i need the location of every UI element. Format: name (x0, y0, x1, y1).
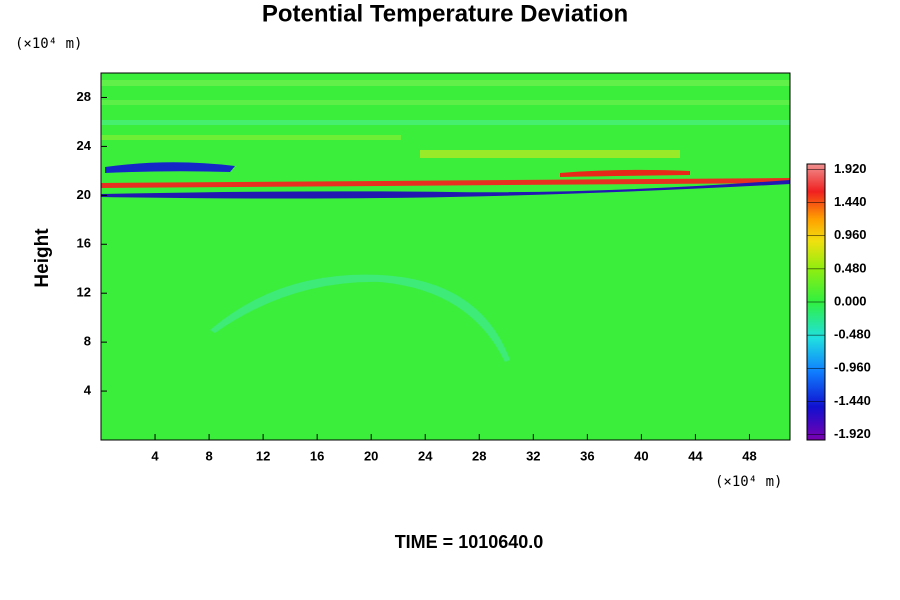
y-tick-label: 8 (84, 334, 91, 349)
y-tick-label: 28 (77, 89, 91, 104)
x-tick-label: 32 (526, 448, 540, 463)
colorbar-tick-label: 1.920 (834, 161, 867, 176)
x-tick-label: 20 (364, 448, 378, 463)
y-tick-label: 12 (77, 285, 91, 300)
x-tick-label: 4 (151, 448, 159, 463)
colorbar-tick-label: -1.440 (834, 393, 871, 408)
colorbar-tick-label: -0.960 (834, 360, 871, 375)
y-tick-label: 24 (77, 138, 92, 153)
x-tick-label: 44 (688, 448, 703, 463)
colorbar-tick-label: 1.440 (834, 194, 867, 209)
colorbar-tick-label: 0.480 (834, 260, 867, 275)
x-tick-label: 16 (310, 448, 324, 463)
y-tick-label: 16 (77, 236, 91, 251)
x-tick-label: 24 (418, 448, 433, 463)
x-unit: (×10⁴ m) (715, 474, 782, 490)
colorbar-tick-label: 0.000 (834, 293, 867, 308)
colorbar-tick-label: -0.480 (834, 327, 871, 342)
footer: TIME = 1010640.0 (395, 532, 544, 552)
x-tick-label: 28 (472, 448, 486, 463)
colorbar-tick-label: 0.960 (834, 227, 867, 242)
plot-frame (100, 72, 791, 441)
field (101, 73, 790, 440)
y-tick-label: 20 (77, 187, 91, 202)
x-tick-label: 48 (742, 448, 756, 463)
colorbar-tick-label: -1.920 (834, 426, 871, 441)
x-tick-label: 40 (634, 448, 648, 463)
x-tick-label: 12 (256, 448, 270, 463)
y-tick-label: 4 (84, 383, 92, 398)
x-tick-label: 36 (580, 448, 594, 463)
chart-title: Potential Temperature Deviation (262, 0, 628, 27)
y-unit: (×10⁴ m) (15, 36, 82, 52)
y-axis-label: Height (32, 228, 53, 288)
x-tick-label: 8 (205, 448, 212, 463)
